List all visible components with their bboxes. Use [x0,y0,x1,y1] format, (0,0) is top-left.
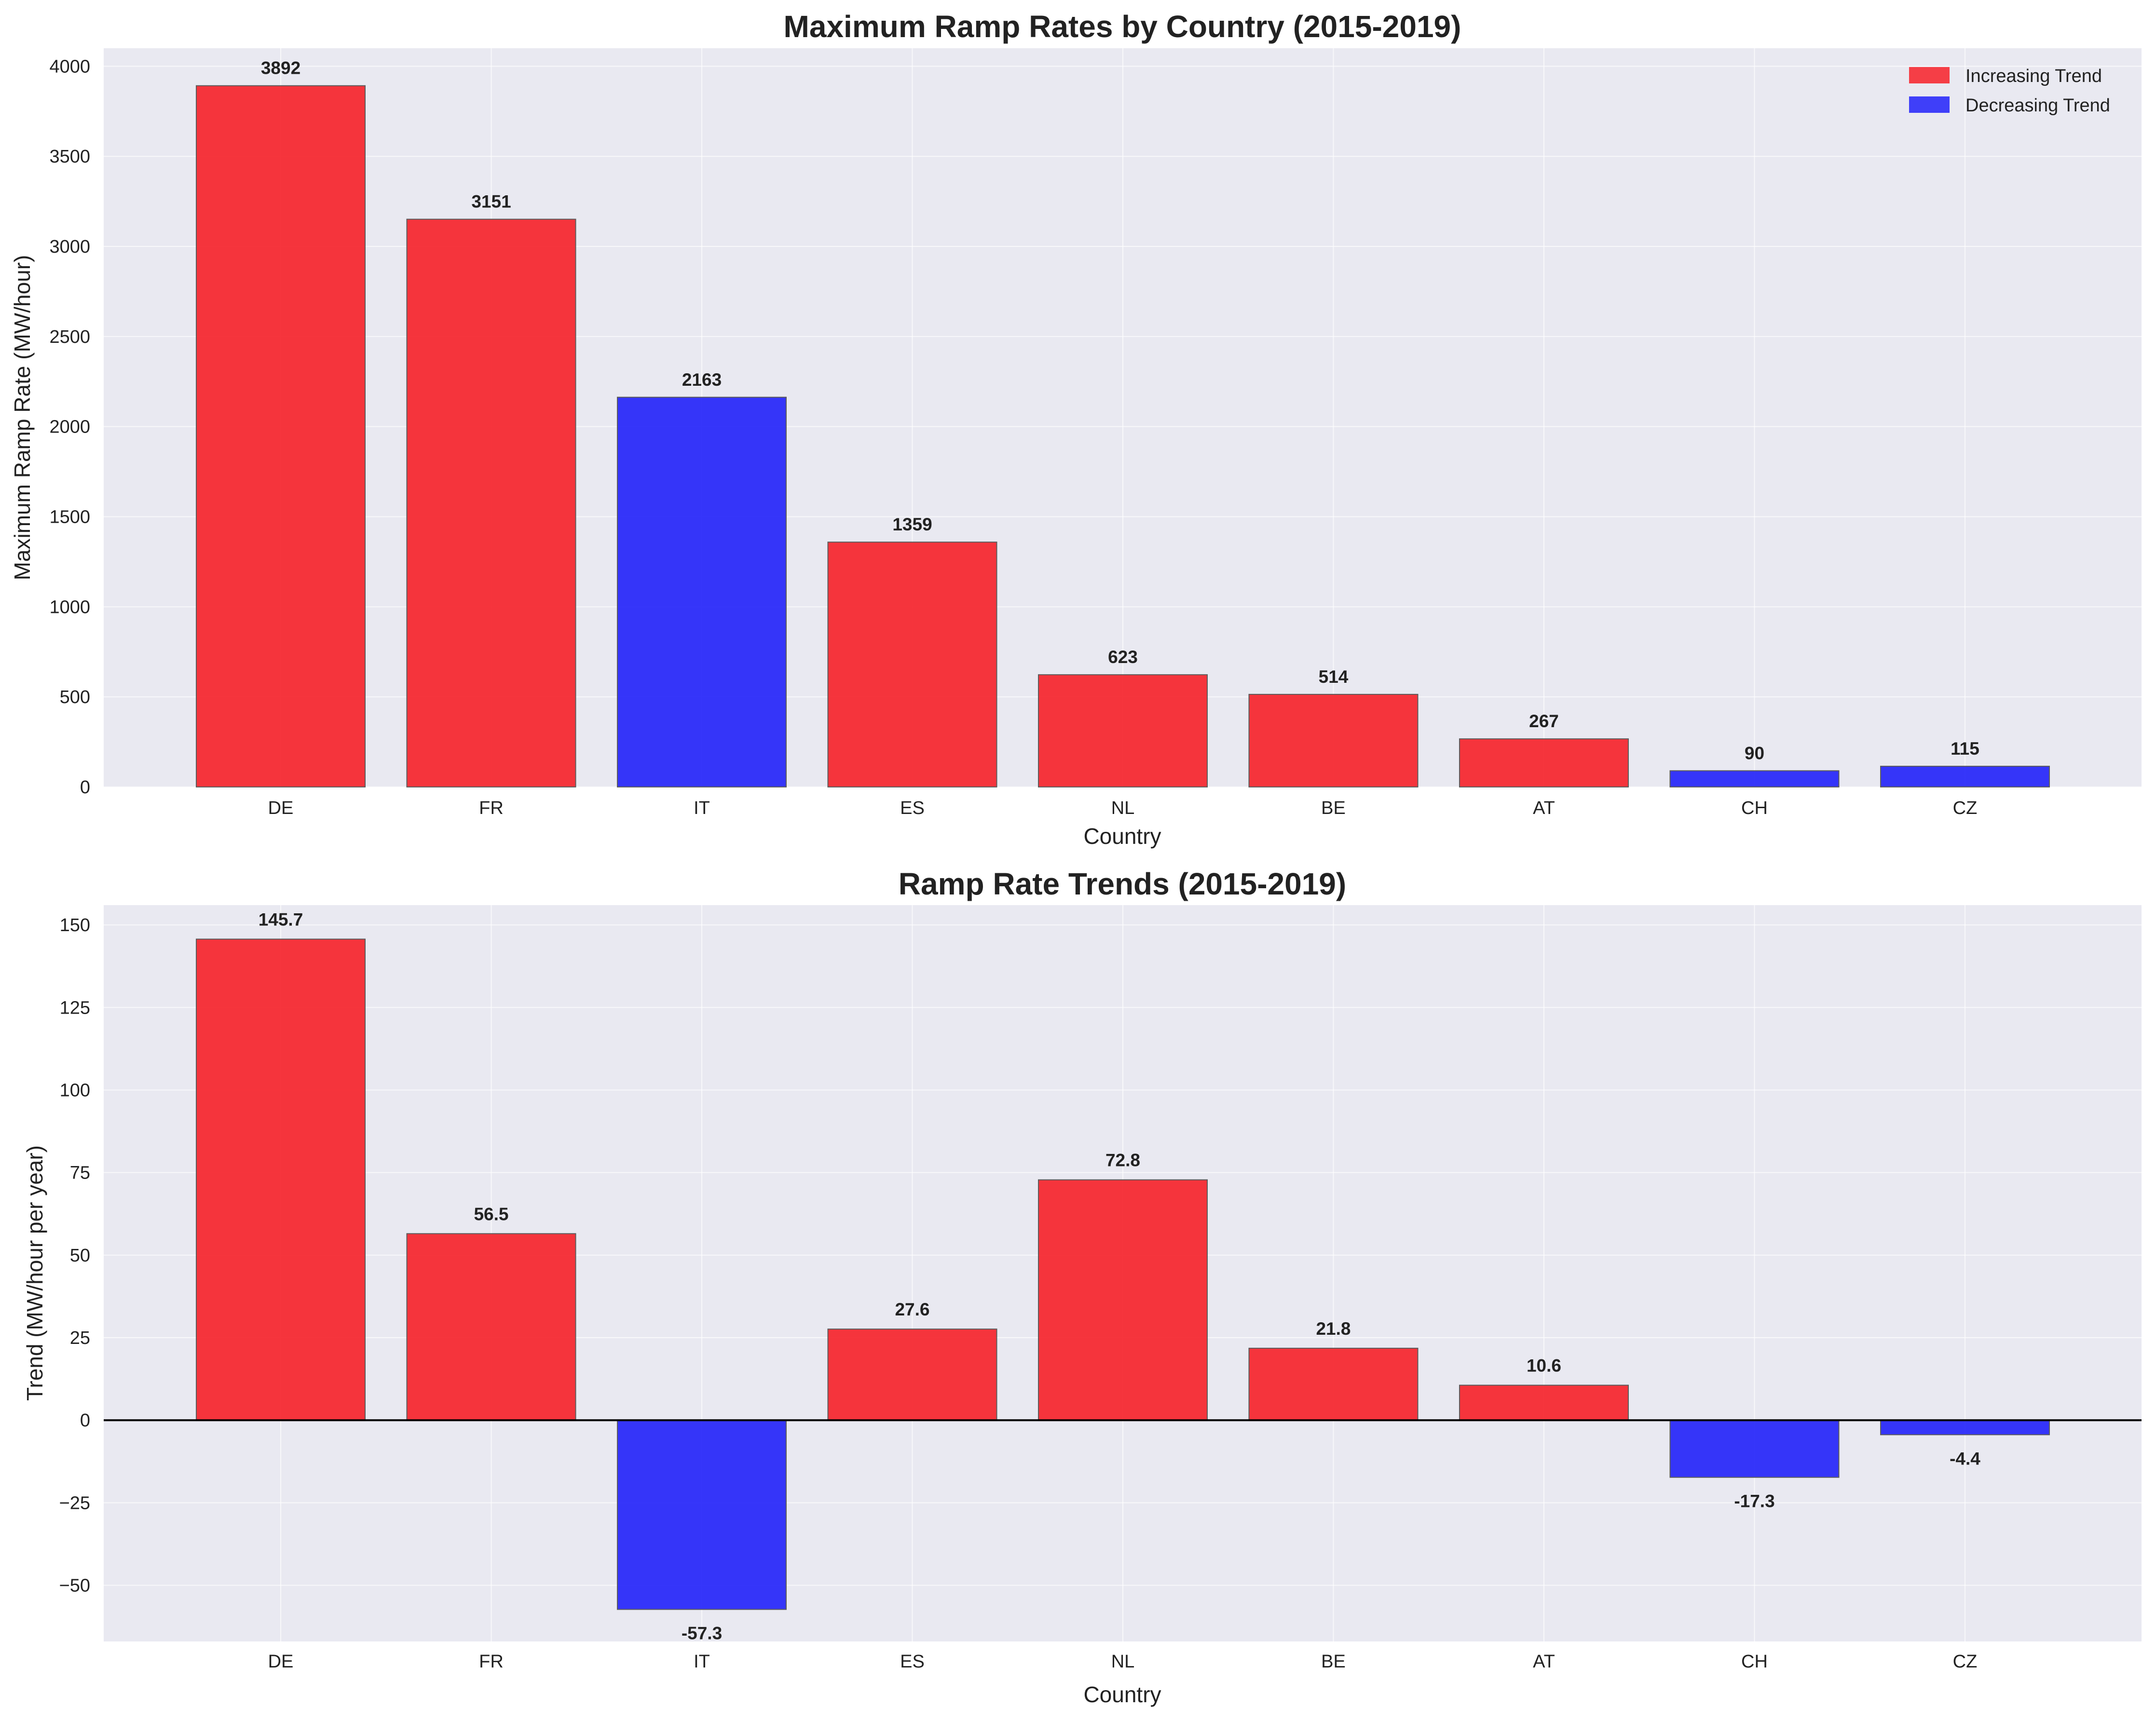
x-tick-label: FR [479,1652,504,1672]
ramp-rate-trend-chart: 145.756.5-57.327.672.821.810.6-17.3-4.4 … [22,867,2142,1707]
x-tick-label: BE [1321,1652,1346,1672]
chart-title: Ramp Rate Trends (2015-2019) [899,867,1346,901]
bar-at [1459,738,1629,787]
legend-swatch-decreasing [1909,96,1950,113]
max-ramp-rate-chart: 3892 3151 2163 1359 623 514 267 90 115 0 500 1000 1… [10,9,2142,849]
y-tick-label: 125 [60,998,90,1018]
bar-value-label-fr: 3151 [471,192,511,212]
x-tick-label: CH [1741,1652,1768,1672]
y-tick-label: 3500 [49,147,90,167]
bar-value-label-de: 3892 [261,58,300,78]
y-tick-label: −25 [59,1493,90,1513]
bar-fr [406,1233,576,1421]
x-tick-label: IT [694,798,710,818]
bar-value-label-nl: 72.8 [1105,1151,1140,1170]
y-tick-label: 4000 [49,56,90,77]
bar-value-label-cz: 115 [1951,739,1979,759]
bar-value-label-ch: 90 [1745,743,1764,763]
x-tick-label: IT [694,1652,710,1672]
y-tick-label: 0 [80,777,90,798]
x-tick-label: DE [268,1652,294,1672]
x-tick-label: AT [1533,798,1555,818]
y-tick-label: 0 [80,1410,90,1431]
y-tick-label: 1000 [49,597,90,617]
bar-value-label-be: 514 [1319,667,1349,687]
bar-value-label-it: 2163 [682,370,722,390]
x-ticks: DE FR IT ES NL BE AT CH CZ [268,1652,1978,1672]
bar-be [1248,693,1419,787]
y-tick-label: 150 [60,915,90,935]
bar-value-label-es: 27.6 [895,1300,929,1319]
legend-swatch-increasing [1909,67,1950,83]
legend: Increasing Trend Decreasing Trend [1909,66,2110,116]
bar-nl [1038,674,1208,787]
y-ticks: 0 500 1000 1500 2000 2500 3000 3500 4000 [49,56,90,798]
y-tick-label: 3000 [49,237,90,257]
x-axis-label: Country [1083,824,1161,849]
bar-be [1248,1347,1419,1421]
y-tick-label: 50 [70,1246,90,1266]
bar-value-label-at: 267 [1529,711,1559,731]
bar-ch [1669,770,1840,787]
bars [196,85,2050,788]
bar-nl [1038,1179,1208,1421]
bar-ch [1669,1420,1840,1478]
x-tick-label: AT [1533,1652,1555,1672]
y-axis-label: Trend (MW/hour per year) [22,1145,47,1401]
y-tick-label: 2500 [49,327,90,347]
x-tick-label: FR [479,798,504,818]
bar-labels: 145.7 56.5 -57.3 27.6 72.8 21.8 10.6 -17.3 -4.4 [259,910,1981,1643]
x-tick-label: BE [1321,798,1346,818]
y-tick-label: 75 [70,1163,90,1183]
bar-value-label-it: -57.3 [682,1624,722,1643]
x-axis-label: Country [1083,1682,1161,1707]
x-tick-label: NL [1111,1652,1135,1672]
bar-value-label-es: 1359 [892,515,932,534]
x-tick-label: NL [1111,798,1135,818]
chart-title: Maximum Ramp Rates by Country (2015-2019… [784,9,1461,44]
bar-value-label-at: 10.6 [1527,1356,1561,1376]
y-tick-label: 25 [70,1328,90,1348]
x-tick-label: ES [900,1652,925,1672]
bar-value-label-nl: 623 [1108,647,1138,667]
x-tick-label: ES [900,798,925,818]
bar-es [827,542,997,787]
y-tick-label: 2000 [49,417,90,437]
legend-label-decreasing: Decreasing Trend [1965,95,2110,116]
bar-at [1459,1384,1629,1421]
bar-es [827,1328,997,1421]
x-tick-label: CZ [1953,1652,1978,1672]
bar-value-label-cz: -4.4 [1950,1449,1980,1468]
bar-de [196,85,366,788]
bar-cz [1880,766,2050,788]
bars [196,938,2050,1610]
bar-it [617,1420,787,1610]
bar-it [617,396,787,787]
y-ticks: −50 −25 0 25 50 75 100 125 150 [59,915,90,1596]
bar-fr [406,218,576,788]
bar-value-label-ch: -17.3 [1734,1491,1774,1511]
y-tick-label: 100 [60,1080,90,1100]
x-ticks: DE FR IT ES NL BE AT CH CZ [268,798,1978,818]
bar-cz [1880,1420,2050,1436]
y-tick-label: 1500 [49,507,90,528]
x-tick-label: CZ [1953,798,1978,818]
y-axis-label: Maximum Ramp Rate (MW/hour) [10,255,35,581]
x-tick-label: CH [1741,798,1768,818]
bar-labels: 3892 3151 2163 1359 623 514 267 90 115 [261,58,1979,763]
bar-value-label-fr: 56.5 [474,1204,508,1224]
y-tick-label: −50 [59,1576,90,1596]
bar-value-label-be: 21.8 [1316,1319,1351,1339]
x-tick-label: DE [268,798,294,818]
bar-value-label-de: 145.7 [259,910,303,930]
legend-label-increasing: Increasing Trend [1965,66,2102,86]
y-tick-label: 500 [60,687,90,707]
bar-de [196,938,366,1421]
